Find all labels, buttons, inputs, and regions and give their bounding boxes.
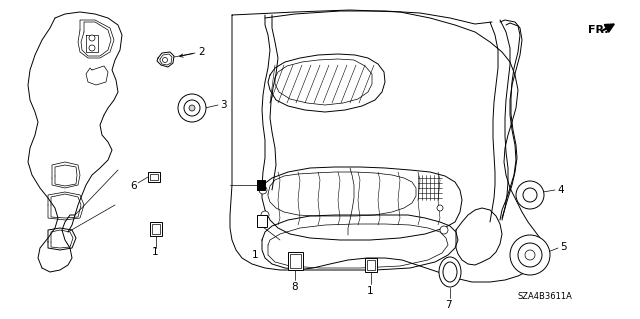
Circle shape (89, 35, 95, 41)
Circle shape (261, 211, 269, 219)
Bar (365, 258, 377, 272)
Text: 2: 2 (198, 47, 205, 57)
Ellipse shape (439, 257, 461, 287)
Bar (148, 172, 160, 182)
Bar (150, 174, 158, 180)
Bar (367, 260, 375, 270)
Circle shape (184, 100, 200, 116)
Circle shape (89, 45, 95, 51)
Circle shape (518, 243, 542, 267)
Text: SZA4B3611A: SZA4B3611A (518, 293, 573, 301)
Circle shape (437, 205, 443, 211)
Circle shape (510, 235, 550, 275)
Circle shape (525, 250, 535, 260)
Circle shape (259, 186, 267, 194)
Text: 1: 1 (152, 247, 159, 257)
Circle shape (163, 57, 168, 63)
Circle shape (178, 94, 206, 122)
Circle shape (523, 188, 537, 202)
Text: 5: 5 (560, 242, 566, 252)
Bar (257, 215, 267, 227)
Text: 3: 3 (220, 100, 227, 110)
Ellipse shape (443, 262, 457, 282)
Text: 4: 4 (557, 185, 564, 195)
Text: 8: 8 (291, 282, 298, 292)
Text: 6: 6 (130, 181, 136, 191)
Bar (150, 222, 162, 236)
Circle shape (440, 226, 448, 234)
Bar (152, 224, 160, 234)
Text: FR.: FR. (588, 25, 609, 35)
Bar (257, 180, 265, 190)
Bar (290, 254, 301, 268)
Circle shape (189, 105, 195, 111)
Text: 7: 7 (445, 300, 452, 310)
Circle shape (516, 181, 544, 209)
Text: 1: 1 (367, 286, 374, 296)
Text: 1: 1 (252, 250, 259, 260)
Bar (288, 252, 303, 270)
